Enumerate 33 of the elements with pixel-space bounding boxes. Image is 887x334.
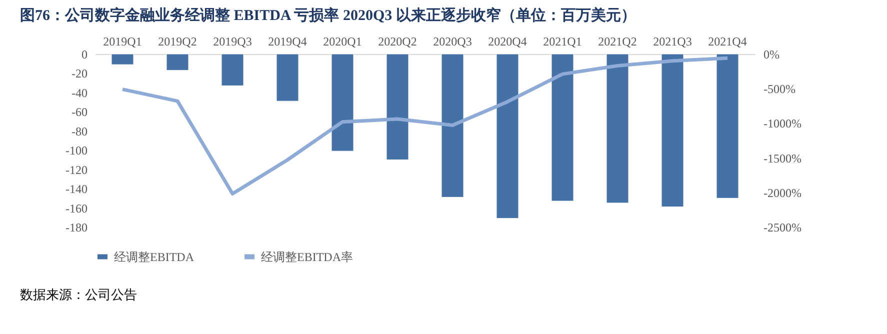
y2-tick-label: -1500% <box>764 151 802 166</box>
y2-tick-label: -2500% <box>764 220 802 234</box>
chart-title: 图76：公司数字金融业务经调整 EBITDA 亏损率 2020Q3 以来正逐步收窄（单位：百万美元） <box>20 6 636 24</box>
x-tick-label: 2019Q4 <box>268 34 307 48</box>
x-tick-label: 2019Q3 <box>213 34 252 48</box>
x-tick-label: 2021Q1 <box>543 34 582 48</box>
y-tick-label: -160 <box>66 201 88 216</box>
y-tick-label: -20 <box>72 66 88 81</box>
y2-tick-label: 0% <box>764 48 780 62</box>
y-tick-label: -80 <box>72 124 88 138</box>
x-tick-label: 2019Q2 <box>158 34 197 48</box>
y-tick-label: -60 <box>72 105 88 120</box>
source-note: 数据来源：公司公告 <box>20 287 137 302</box>
y-tick-label: 0 <box>82 48 88 62</box>
y2-tick-label: -1000% <box>764 116 802 131</box>
line-series <box>120 56 730 196</box>
y-tick-label: -140 <box>66 182 88 196</box>
legend-label: 经调整EBITDA <box>114 250 194 264</box>
x-tick-label: 2021Q4 <box>708 34 747 48</box>
x-tick-label: 2019Q1 <box>103 34 142 48</box>
y-tick-label: -40 <box>72 86 88 100</box>
y-tick-label: -180 <box>66 220 88 234</box>
y-tick-label: -100 <box>66 144 88 158</box>
x-tick-label: 2020Q4 <box>488 34 527 48</box>
x-tick-label: 2020Q3 <box>433 34 472 48</box>
x-tick-label: 2020Q2 <box>378 34 417 48</box>
x-tick-label: 2020Q1 <box>323 34 362 48</box>
y2-tick-label: -500% <box>764 82 796 96</box>
x-tick-label: 2021Q2 <box>598 34 637 48</box>
x-tick-label: 2021Q3 <box>653 34 692 48</box>
legend-label: 经调整EBITDA率 <box>261 250 353 264</box>
y2-tick-label: -2000% <box>764 186 802 200</box>
y-tick-label: -120 <box>66 162 88 177</box>
